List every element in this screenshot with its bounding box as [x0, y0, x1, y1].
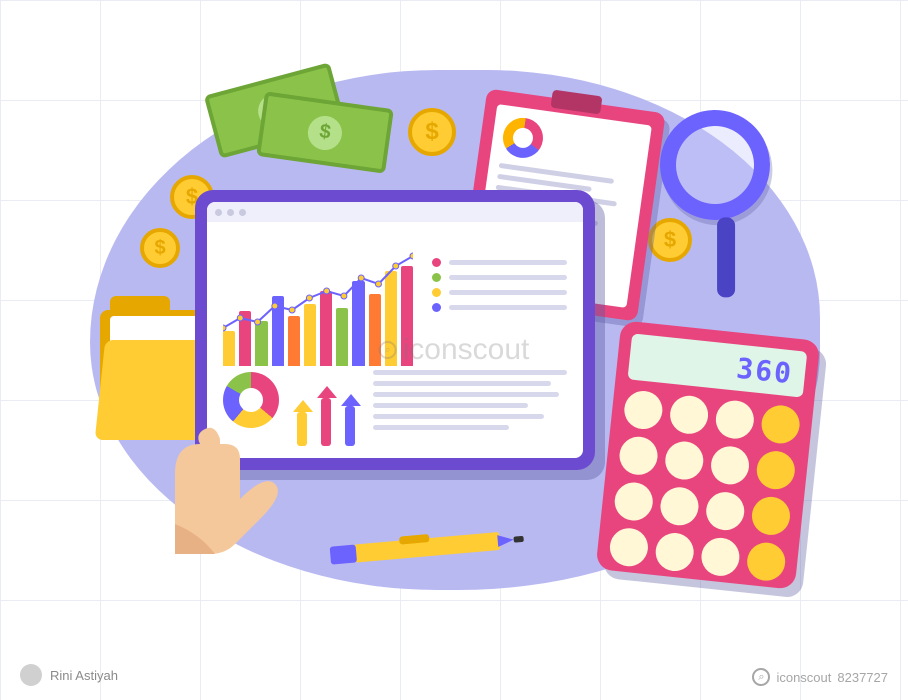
calc-operator-key — [760, 404, 802, 446]
calc-number-key — [663, 440, 705, 482]
hand-holding-tablet — [155, 404, 285, 554]
watermark-bottom: ⌕ iconscout 8237727 — [752, 668, 888, 686]
watermark-brand: iconscout — [776, 670, 831, 685]
calc-number-key — [659, 485, 701, 527]
calc-number-key — [700, 536, 742, 578]
dollar-symbol: $ — [306, 113, 344, 151]
calc-operator-key — [745, 541, 787, 583]
watermark-id: 8237727 — [837, 670, 888, 685]
calculator-display: 360 — [627, 333, 807, 397]
calculator-keypad — [608, 389, 801, 582]
paragraph-placeholder — [373, 366, 567, 446]
author-name: Rini Astiyah — [50, 668, 118, 683]
calc-number-key — [668, 394, 710, 436]
window-titlebar — [207, 202, 583, 222]
calc-number-key — [714, 399, 756, 441]
illustration-stage: $ $ $ $ $ $ — [0, 0, 908, 700]
combo-chart — [223, 236, 413, 366]
dollar-bill: $ — [256, 91, 394, 173]
magnifying-glass-icon — [645, 95, 786, 236]
coin-icon: $ — [408, 108, 456, 156]
calc-number-key — [709, 444, 751, 486]
text-line — [373, 381, 551, 386]
calc-operator-key — [755, 449, 797, 491]
text-line — [373, 403, 528, 408]
chart-legend — [432, 252, 567, 318]
up-arrow-icon — [317, 386, 335, 446]
legend-item — [432, 258, 567, 267]
growth-arrows-icon — [293, 366, 359, 446]
calc-number-key — [618, 435, 660, 477]
pen-icon — [330, 529, 531, 564]
text-line — [373, 425, 509, 430]
author-attribution: Rini Astiyah — [20, 664, 118, 686]
coin-icon: $ — [140, 228, 180, 268]
up-arrow-icon — [293, 400, 311, 446]
calc-number-key — [622, 389, 664, 431]
search-icon: ⌕ — [752, 668, 770, 686]
coin-icon: $ — [648, 218, 692, 262]
text-line — [373, 392, 559, 397]
legend-item — [432, 288, 567, 297]
calc-number-key — [613, 481, 655, 523]
calc-number-key — [608, 526, 650, 568]
calc-operator-key — [750, 495, 792, 537]
text-line — [373, 370, 567, 375]
up-arrow-icon — [341, 394, 359, 446]
text-line — [373, 414, 544, 419]
calc-number-key — [704, 490, 746, 532]
calculator: 360 — [595, 320, 820, 590]
legend-item — [432, 303, 567, 312]
line-chart-overlay — [223, 236, 413, 346]
clipboard-donut-chart — [500, 115, 545, 160]
legend-item — [432, 273, 567, 282]
avatar — [20, 664, 42, 686]
calc-number-key — [654, 531, 696, 573]
